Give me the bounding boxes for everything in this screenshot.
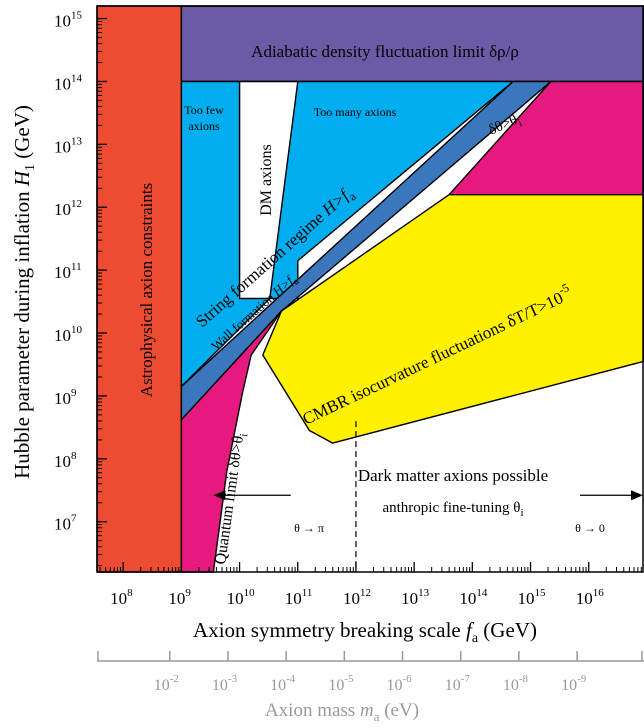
theta-zero-label: θ → 0	[575, 521, 605, 535]
dm-possible-label: Dark matter axions possible	[358, 466, 548, 485]
x-tick-label: 1011	[285, 587, 313, 608]
mass-tick-label: 10-2	[154, 673, 179, 694]
mass-tick-label: 10-7	[445, 673, 471, 694]
x-tick-label: 1013	[401, 587, 430, 608]
y-tick-label: 107	[54, 513, 77, 534]
y-tick-label: 1010	[54, 324, 83, 345]
mass-tick-label: 10-9	[561, 673, 587, 694]
mass-tick-label: 10-3	[212, 673, 238, 694]
astrophysical-label: Astrophysical axion constraints	[137, 183, 156, 397]
y-tick-label: 1014	[54, 72, 83, 93]
anthropic-label: anthropic fine-tuning θi	[382, 500, 523, 519]
y-tick-label: 1011	[54, 261, 82, 282]
x-tick-label: 1016	[576, 587, 605, 608]
mass-tick-label: 10-4	[270, 673, 296, 694]
x-tick-label: 109	[168, 587, 191, 608]
x-tick-label: 1014	[459, 587, 488, 608]
region-quantum-limit	[180, 310, 283, 573]
regions-layer	[96, 5, 644, 573]
mass-tick-label: 10-5	[328, 673, 354, 694]
arrow-left-head	[213, 490, 226, 501]
region-cmbr	[262, 193, 644, 444]
too-many-axions-label: Too many axions	[314, 105, 397, 119]
y-tick-label: 1013	[54, 135, 83, 156]
x-tick-label: 108	[110, 587, 133, 608]
x-tick-label: 1012	[343, 587, 371, 608]
y-tick-label: 1015	[54, 10, 83, 31]
y-tick-label: 108	[54, 450, 77, 471]
x-tick-label: 1015	[518, 587, 547, 608]
y-tick-label: 1012	[54, 198, 82, 219]
too-few-axions-label: Too few axions	[184, 103, 224, 133]
x-tick-label: 1010	[227, 587, 256, 608]
mass-tick-label: 10-8	[503, 673, 529, 694]
y-axis-title: Hubble parameter during inflation H1 (Ge…	[10, 105, 38, 479]
mass-tick-label: 10-6	[387, 673, 413, 694]
mass-axis-title: Axion mass ma (eV)	[265, 700, 419, 723]
arrow-right-head	[631, 490, 643, 501]
y-tick-label: 109	[54, 387, 77, 408]
dm-axions-label: DM axions	[258, 144, 275, 216]
x-axis-title: Axion symmetry breaking scale fa (GeV)	[193, 618, 537, 646]
adiabatic-label: Adiabatic density fluctuation limit δρ/ρ	[251, 42, 519, 61]
axes-layer: 108 109 1010 1011 1012 1013 1014 1015 1016 107 108…	[10, 10, 644, 724]
theta-pi-label: θ → π	[294, 521, 324, 535]
